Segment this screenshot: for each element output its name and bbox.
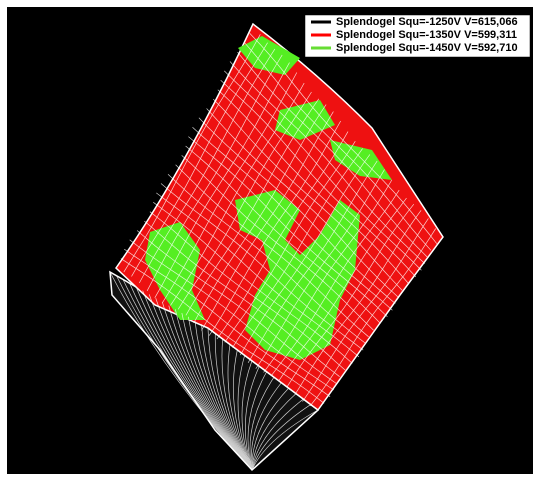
mesh-line [149,211,346,371]
mesh-line [250,382,282,471]
mesh-line [206,108,399,298]
mesh-line [154,62,290,298]
mesh-line [251,398,304,471]
mesh-line [188,316,253,471]
mesh-line [247,160,378,363]
mesh-line [302,218,429,402]
mesh [109,33,438,471]
mesh-line [251,404,311,471]
mesh-line [286,203,415,388]
mesh-line [227,344,253,471]
mesh-line [174,309,253,471]
legend-label: Splendogel Squ=-1350V V=599,311 [336,29,517,41]
mesh-line [232,148,363,348]
mesh-line [162,72,298,303]
surface [109,22,444,472]
mesh-line [124,248,331,397]
mesh-line [251,387,289,471]
mesh-line [309,228,436,407]
mesh-line [251,409,319,471]
mesh-line [247,371,267,471]
patch [235,190,360,360]
mesh-line [148,294,253,471]
mesh-line [278,197,407,381]
mesh-line [192,126,393,311]
mesh-line [224,70,422,271]
mesh-line [232,349,253,471]
mesh-line [207,327,253,471]
legend: Splendogel Squ=-1250V V=615,066Splendoge… [304,14,531,58]
mesh-line [249,377,275,471]
mesh-line [170,82,305,306]
mesh-line [129,239,334,391]
mesh-line [251,393,297,471]
mesh-line [181,155,374,331]
mesh-line [156,192,360,358]
mesh-line [168,305,253,471]
mesh-line [224,141,356,343]
mesh-line [241,360,253,471]
mesh-line [208,120,342,336]
mesh-line [193,104,327,324]
mesh-line [201,324,253,471]
mesh-line [294,210,422,396]
mesh-line [255,169,385,369]
legend-box [304,14,531,58]
mesh-line [244,42,432,251]
legend-label: Splendogel Squ=-1250V V=615,066 [336,16,518,28]
mesh-line [198,117,396,304]
mesh-line [237,355,253,471]
mesh-line [146,54,283,292]
mesh-line [120,258,325,404]
mesh-line [155,298,253,471]
mesh-line [249,33,438,244]
mesh-line [245,366,260,471]
mesh-line [221,338,253,471]
legend-label: Splendogel Squ=-1450V V=592,710 [336,42,518,54]
mesh-line [220,80,417,278]
mesh-line [167,173,366,344]
mesh-line [201,111,334,331]
mesh-line [185,145,381,324]
mesh-line [194,320,253,471]
mesh-line [136,230,337,384]
mesh-line [263,179,393,373]
patch [330,140,392,180]
mesh-line [239,154,371,356]
mesh-line [271,189,400,376]
mesh-line [175,164,369,338]
mesh-line [153,202,353,364]
mesh-line [131,42,268,277]
mesh-line [217,89,409,284]
mesh-line [144,220,340,377]
mesh-line [214,333,253,471]
mesh-line [237,51,428,258]
mesh-line [181,313,253,471]
mesh-line [160,183,364,351]
mesh-line [185,98,320,316]
